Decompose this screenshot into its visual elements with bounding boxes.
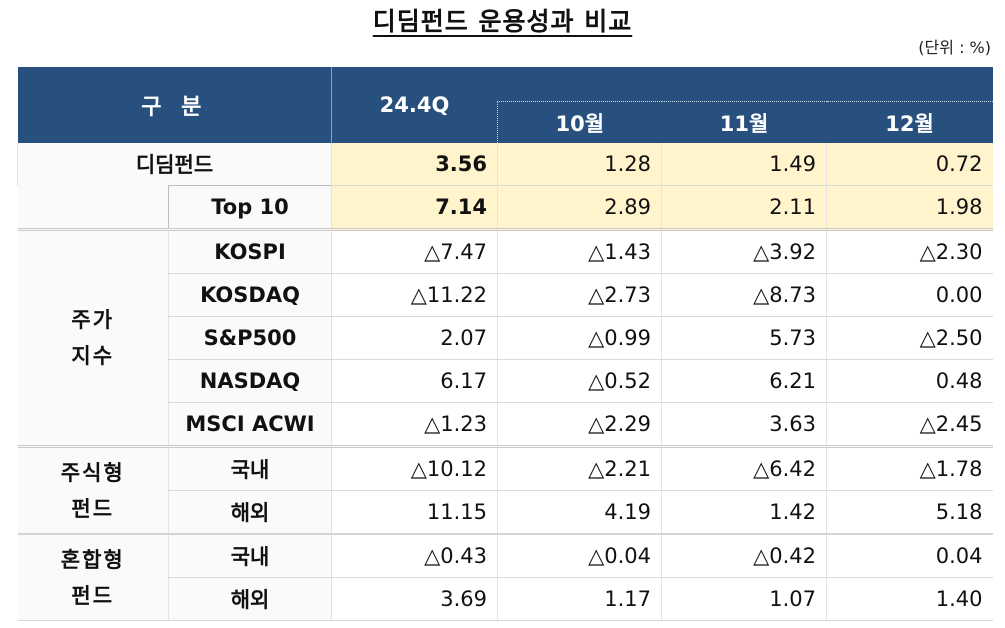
cell-oct: 2.89 — [497, 185, 662, 230]
cell-nov: 1.07 — [661, 577, 827, 621]
table-row-mixed-overseas: 해외 3.69 1.17 1.07 1.40 — [18, 577, 993, 621]
cell-quarter: △7.47 — [331, 228, 498, 274]
row-label: NASDAQ — [167, 359, 332, 403]
cell-oct: △0.52 — [497, 359, 662, 403]
table-row-equity-overseas: 해외 11.15 4.19 1.42 5.18 — [18, 490, 993, 535]
cell-dec: 0.48 — [826, 359, 993, 403]
header-month-group — [497, 67, 993, 102]
cell-quarter: 11.15 — [331, 490, 498, 535]
table-row-msci-acwi: MSCI ACWI △1.23 △2.29 3.63 △2.45 — [18, 402, 993, 447]
group-label-equity-fund: 주식형 펀드 — [17, 445, 169, 535]
cell-quarter: △10.12 — [331, 445, 498, 491]
table-row-nasdaq: NASDAQ 6.17 △0.52 6.21 0.48 — [18, 359, 993, 403]
unit-label: (단위 : %) — [918, 38, 991, 57]
cell-quarter: △1.23 — [331, 402, 498, 447]
cell-nov: 1.42 — [661, 490, 827, 535]
table-row-kospi: 주가 지수 KOSPI △7.47 △1.43 △3.92 △2.30 — [17, 228, 993, 447]
cell-oct: △2.21 — [497, 445, 662, 491]
cell-oct: 4.19 — [497, 490, 662, 535]
cell-nov: △3.92 — [661, 228, 827, 274]
cell-nov: 1.49 — [661, 143, 827, 186]
cell-oct: △1.43 — [497, 228, 662, 274]
cell-nov: △6.42 — [661, 445, 827, 491]
cell-dec: △1.78 — [826, 445, 993, 491]
cell-nov: △8.73 — [661, 273, 827, 317]
group-label-line2: 지수 — [71, 344, 115, 368]
cell-oct: △2.29 — [497, 402, 662, 447]
cell-dec: △2.50 — [826, 316, 993, 360]
header-month-dec: 12월 — [826, 101, 993, 143]
cell-dec: 0.00 — [826, 273, 993, 317]
header-month-oct: 10월 — [497, 101, 662, 143]
header-category: 구 분 — [17, 67, 333, 143]
row-label: 국내 — [167, 534, 332, 578]
row-label: 해외 — [167, 577, 332, 621]
cell-nov: 2.11 — [661, 185, 827, 230]
cell-nov: 3.63 — [661, 402, 827, 447]
cell-oct: △2.73 — [497, 273, 662, 317]
group-label-line2: 펀드 — [71, 583, 115, 608]
page-title: 디딤펀드 운용성과 비교 — [0, 2, 1005, 38]
cell-nov: 5.73 — [661, 316, 827, 360]
cell-nov: △0.42 — [661, 534, 827, 578]
header-row-months: 10월 11월 12월 — [18, 101, 993, 143]
cell-dec: △2.45 — [826, 402, 993, 447]
group-label-line1: 주식형 — [60, 460, 125, 485]
cell-nov: 6.21 — [661, 359, 827, 403]
cell-quarter: △11.22 — [331, 273, 498, 317]
header-month-nov: 11월 — [661, 101, 827, 143]
row-label: KOSDAQ — [167, 273, 332, 317]
group-label-line1: 주가 — [71, 308, 115, 332]
cell-dec: 5.18 — [826, 490, 993, 535]
row-label-didim: 디딤펀드 — [16, 143, 332, 186]
row-label-top10: Top 10 — [167, 185, 332, 230]
header-quarter: 24.4Q — [331, 67, 498, 143]
table-row-equity-domestic: 주식형 펀드 국내 △10.12 △2.21 △6.42 △1.78 — [17, 445, 993, 535]
row-label: 국내 — [167, 445, 332, 491]
row-label-spacer — [17, 185, 169, 230]
row-label: 해외 — [167, 490, 332, 535]
cell-oct: △0.04 — [497, 534, 662, 578]
row-label: S&P500 — [167, 316, 332, 360]
cell-oct: 1.28 — [497, 143, 662, 186]
table-row-top10: Top 10 7.14 2.89 2.11 1.98 — [17, 185, 993, 230]
cell-quarter: 2.07 — [331, 316, 498, 360]
group-label-stock-index: 주가 지수 — [17, 228, 169, 447]
cell-quarter: △0.43 — [331, 534, 498, 578]
cell-dec: 0.72 — [826, 143, 993, 186]
cell-dec: △2.30 — [826, 228, 993, 274]
table-row-didim: 디딤펀드 3.56 1.28 1.49 0.72 — [16, 143, 993, 186]
header-row-top: 구 분 24.4Q — [17, 67, 993, 143]
cell-quarter: 7.14 — [331, 185, 498, 230]
cell-dec: 1.98 — [826, 185, 993, 230]
cell-dec: 1.40 — [826, 577, 993, 621]
group-label-line1: 혼합형 — [60, 547, 125, 572]
row-label: KOSPI — [167, 228, 332, 274]
group-label-mixed-fund: 혼합형 펀드 — [17, 533, 169, 621]
cell-oct: △0.99 — [497, 316, 662, 360]
cell-quarter: 3.69 — [331, 577, 498, 621]
cell-quarter: 3.56 — [331, 143, 498, 186]
table-row-mixed-domestic: 혼합형 펀드 국내 △0.43 △0.04 △0.42 0.04 — [17, 533, 993, 621]
table-row-sp500: S&P500 2.07 △0.99 5.73 △2.50 — [18, 316, 993, 360]
row-label: MSCI ACWI — [167, 402, 332, 447]
page-title-text: 디딤펀드 운용성과 비교 — [372, 7, 633, 36]
cell-quarter: 6.17 — [331, 359, 498, 403]
performance-table: 구 분 24.4Q 10월 11월 12월 디딤펀드 3.56 1.28 1.4… — [16, 67, 993, 621]
table-row-kosdaq: KOSDAQ △11.22 △2.73 △8.73 0.00 — [18, 273, 993, 317]
group-label-line2: 펀드 — [71, 496, 115, 521]
cell-oct: 1.17 — [497, 577, 662, 621]
cell-dec: 0.04 — [826, 534, 993, 578]
